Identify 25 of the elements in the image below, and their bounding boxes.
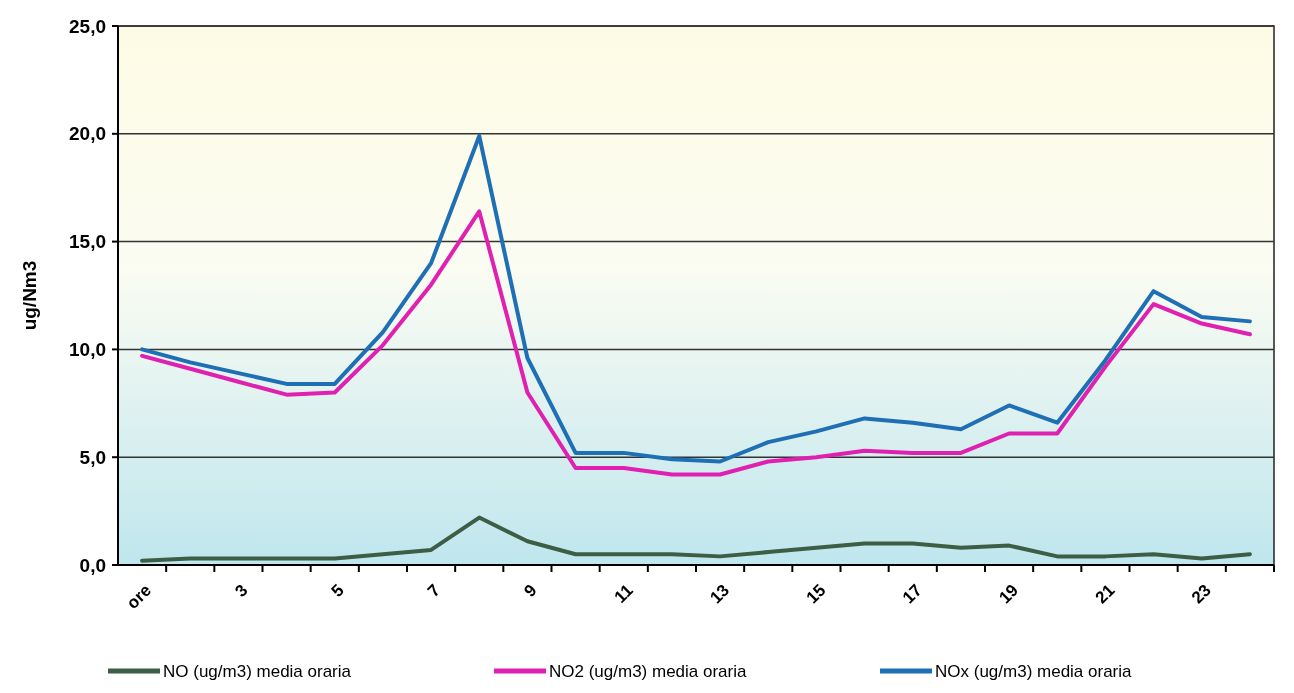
x-tick-label: 17 bbox=[898, 580, 926, 608]
line-series bbox=[140, 515, 1252, 563]
y-tick-label: 0,0 bbox=[79, 554, 106, 576]
x-tick-label: 23 bbox=[1187, 580, 1215, 608]
line-series bbox=[140, 133, 1252, 464]
x-tick-label: 15 bbox=[802, 580, 830, 608]
legend-label: NOx (ug/m3) media oraria bbox=[935, 661, 1133, 681]
x-tick-label: 19 bbox=[995, 580, 1023, 608]
y-tick-label: 5,0 bbox=[79, 446, 106, 468]
x-tick-label: 3 bbox=[231, 580, 252, 601]
x-tick-label: 5 bbox=[327, 580, 348, 601]
x-tick-label: 11 bbox=[610, 580, 637, 607]
x-tick-label: ore bbox=[122, 580, 156, 613]
x-tick-label: 7 bbox=[423, 580, 445, 601]
y-tick-label: 25,0 bbox=[69, 15, 106, 37]
y-tick-label: 20,0 bbox=[69, 123, 106, 145]
y-tick-label: 10,0 bbox=[69, 339, 106, 361]
line-series bbox=[140, 209, 1252, 477]
y-axis-title: ug/Nm3 bbox=[19, 260, 40, 331]
x-tick-label: 9 bbox=[520, 580, 541, 601]
x-tick-label: 21 bbox=[1091, 580, 1119, 608]
y-tick-label: 15,0 bbox=[69, 231, 106, 253]
legend-label: NO2 (ug/m3) media oraria bbox=[549, 661, 747, 681]
legend-label: NO (ug/m3) media oraria bbox=[163, 661, 352, 681]
x-tick-label: 13 bbox=[706, 580, 734, 608]
